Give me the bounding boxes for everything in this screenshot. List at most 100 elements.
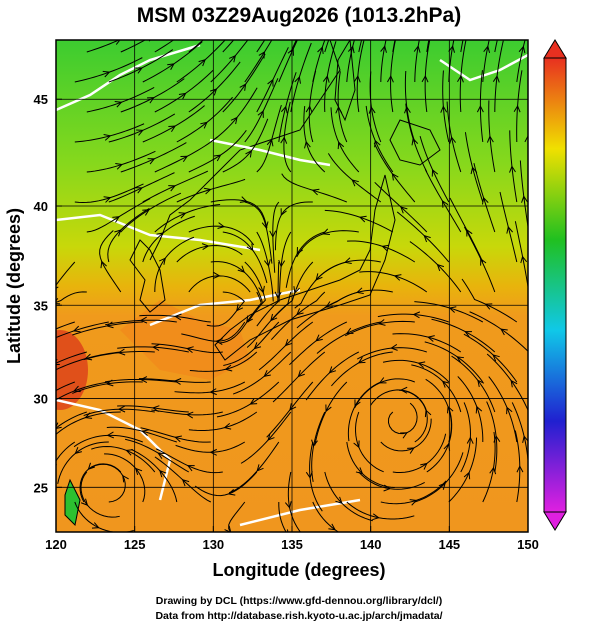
stream-arrow	[236, 303, 244, 312]
stream-arrow	[476, 104, 484, 113]
stream-arrow	[223, 422, 232, 430]
stream-arrow	[269, 230, 277, 238]
stream-arrow	[381, 244, 390, 252]
streamline	[56, 291, 87, 303]
stream-arrow	[147, 97, 155, 104]
stream-arrow	[529, 76, 535, 82]
stream-arrow	[475, 405, 483, 414]
stream-arrow	[522, 435, 528, 444]
streamline	[290, 40, 297, 53]
stream-arrow	[174, 435, 182, 443]
stream-arrow	[506, 406, 513, 415]
stream-arrow	[117, 405, 126, 413]
stream-arrow	[449, 136, 457, 144]
stream-arrow	[264, 259, 271, 267]
stream-arrow	[431, 168, 439, 177]
contour	[56, 398, 172, 501]
stream-arrow	[317, 46, 324, 55]
stream-arrow	[74, 446, 83, 455]
x-tick-label: 125	[124, 537, 146, 552]
stream-arrow	[353, 74, 361, 83]
stream-arrow	[103, 196, 112, 203]
stream-arrow	[287, 47, 294, 56]
stream-arrow	[411, 137, 419, 146]
x-tick-label: 130	[202, 537, 224, 552]
stream-arrow	[266, 138, 274, 147]
stream-arrow	[267, 78, 274, 87]
stream-arrow	[91, 522, 100, 529]
stream-arrow	[209, 88, 218, 96]
stream-arrow	[466, 436, 474, 444]
stream-arrow	[135, 187, 143, 194]
y-tick-label: 40	[34, 199, 48, 214]
stream-arrow	[424, 409, 432, 418]
stream-arrow	[297, 369, 305, 378]
stream-arrow	[256, 464, 264, 472]
stream-arrow	[440, 105, 448, 113]
stream-arrow	[157, 452, 165, 459]
stream-arrow	[173, 378, 182, 385]
stream-arrow	[280, 105, 288, 114]
stream-arrow	[198, 59, 206, 67]
stream-arrow	[115, 163, 123, 170]
stream-arrow	[158, 257, 166, 265]
x-tick-label: 140	[360, 537, 382, 552]
stream-arrow	[436, 263, 445, 272]
stream-arrow	[407, 447, 415, 454]
stream-arrow	[280, 208, 287, 217]
stream-arrow	[178, 32, 185, 38]
stream-arrow	[159, 469, 167, 478]
stream-arrow	[253, 342, 262, 350]
stream-arrow	[213, 272, 221, 279]
stream-arrow	[200, 121, 208, 129]
stream-arrow	[224, 525, 232, 532]
stream-arrow	[141, 429, 150, 436]
stream-arrow	[185, 411, 194, 419]
stream-arrow	[357, 356, 366, 364]
streamline	[56, 441, 76, 462]
stream-arrow	[258, 285, 265, 294]
stream-arrow	[400, 432, 408, 439]
stream-arrow	[344, 257, 352, 264]
stream-arrow	[227, 489, 236, 496]
contour	[209, 138, 331, 167]
colorbar-top-arrow	[543, 39, 567, 59]
stream-arrow	[289, 403, 297, 411]
stream-arrow	[136, 129, 144, 136]
streamline	[56, 261, 76, 287]
stream-arrow	[486, 135, 494, 143]
stream-arrow	[152, 343, 160, 351]
x-tick-label: 135	[281, 537, 303, 552]
stream-arrow	[274, 291, 282, 300]
y-tick-label: 30	[34, 392, 48, 407]
stream-arrow	[322, 75, 330, 83]
stream-arrow	[513, 104, 521, 113]
stream-arrow	[500, 328, 508, 336]
stream-arrow	[304, 140, 311, 149]
stream-arrow	[139, 376, 148, 384]
stream-arrow	[201, 243, 210, 250]
stream-arrow	[115, 40, 121, 45]
stream-arrow	[230, 116, 238, 125]
stream-arrow	[447, 405, 454, 414]
streamline	[529, 41, 541, 112]
stream-arrow	[353, 440, 360, 449]
stream-arrow	[355, 467, 364, 475]
stream-arrow	[492, 354, 500, 362]
streamline	[222, 40, 235, 53]
stream-arrow	[114, 101, 123, 108]
stream-arrow	[311, 439, 318, 448]
streamline	[56, 321, 75, 330]
coastline	[64, 478, 81, 527]
stream-arrow	[391, 172, 399, 181]
stream-arrow	[209, 28, 215, 34]
stream-arrow	[114, 229, 122, 237]
stream-arrow	[443, 443, 451, 451]
stream-arrow	[481, 196, 489, 205]
stream-arrow	[358, 215, 367, 223]
axes: 120 125 130 135 140 145 150 25 30 35 40 45	[34, 92, 539, 552]
stream-arrow	[180, 155, 189, 163]
stream-arrow	[516, 465, 524, 473]
stream-arrow	[328, 523, 336, 531]
streamline	[86, 40, 121, 53]
